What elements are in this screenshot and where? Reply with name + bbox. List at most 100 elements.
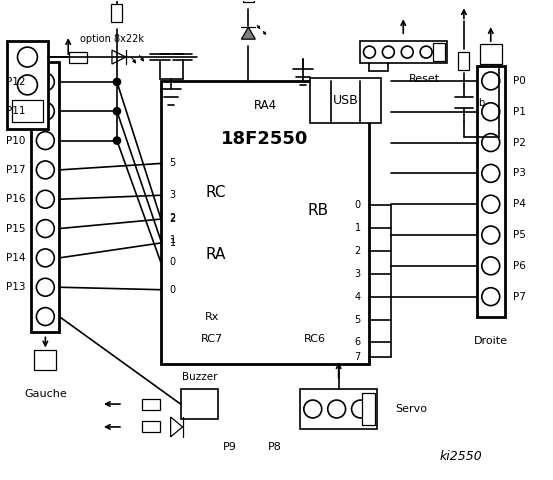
Circle shape: [18, 47, 38, 67]
Text: Droite: Droite: [474, 336, 508, 347]
Circle shape: [18, 75, 38, 95]
Text: ki2550: ki2550: [440, 450, 482, 463]
Text: 6: 6: [354, 337, 361, 348]
Circle shape: [482, 165, 500, 182]
Circle shape: [36, 308, 54, 325]
Bar: [310, 78, 382, 123]
Text: P5: P5: [513, 230, 525, 240]
Text: 3: 3: [354, 269, 361, 279]
Text: 1: 1: [170, 238, 176, 248]
Text: P4: P4: [513, 199, 525, 209]
Text: P2: P2: [513, 138, 525, 147]
Circle shape: [401, 46, 413, 58]
Bar: [12, 100, 43, 122]
Bar: [142, 421, 160, 432]
Circle shape: [482, 257, 500, 275]
Text: 18F2550: 18F2550: [221, 130, 309, 147]
Bar: [477, 66, 505, 316]
Circle shape: [328, 400, 346, 418]
Bar: [480, 44, 502, 64]
Circle shape: [36, 132, 54, 150]
Bar: [112, 4, 122, 22]
Bar: [34, 350, 56, 370]
Bar: [142, 398, 160, 409]
Bar: [458, 52, 469, 70]
Text: option 8x22k: option 8x22k: [80, 34, 144, 44]
Text: 2: 2: [169, 214, 176, 224]
Text: P11: P11: [6, 106, 25, 116]
Text: P6: P6: [513, 261, 525, 271]
Text: Servo: Servo: [395, 404, 427, 414]
Text: P7: P7: [513, 292, 525, 301]
Bar: [243, 0, 254, 2]
Circle shape: [363, 46, 375, 58]
Text: P16: P16: [6, 194, 25, 204]
Circle shape: [482, 133, 500, 152]
Text: P3: P3: [513, 168, 525, 179]
Text: 2: 2: [354, 246, 361, 256]
Text: 3: 3: [170, 190, 176, 200]
Bar: [433, 43, 445, 61]
Text: Buzzer: Buzzer: [182, 372, 217, 382]
Bar: [7, 41, 48, 129]
Circle shape: [113, 137, 121, 144]
Text: b: b: [478, 98, 484, 108]
Bar: [181, 389, 218, 419]
Circle shape: [420, 46, 432, 58]
Circle shape: [482, 103, 500, 120]
Text: 5: 5: [354, 314, 361, 324]
Text: RB: RB: [307, 203, 328, 217]
Text: P10: P10: [6, 135, 25, 145]
Text: P15: P15: [6, 224, 25, 234]
Circle shape: [113, 108, 121, 115]
Text: 1: 1: [354, 223, 361, 233]
Circle shape: [36, 190, 54, 208]
Circle shape: [113, 78, 121, 85]
Circle shape: [482, 288, 500, 306]
Circle shape: [36, 249, 54, 267]
Text: 7: 7: [354, 352, 361, 362]
Bar: [359, 41, 447, 63]
Text: P8: P8: [268, 442, 282, 452]
Bar: [69, 51, 87, 62]
Text: 1: 1: [170, 235, 176, 245]
Circle shape: [352, 400, 369, 418]
Text: Gauche: Gauche: [24, 389, 67, 399]
Text: P12: P12: [6, 77, 25, 87]
Text: RC: RC: [205, 185, 226, 200]
Circle shape: [36, 73, 54, 91]
Circle shape: [382, 46, 394, 58]
Bar: [32, 62, 59, 333]
Text: P14: P14: [6, 253, 25, 263]
Text: RC7: RC7: [201, 335, 223, 345]
Bar: [161, 81, 369, 364]
Text: Rx: Rx: [205, 312, 220, 322]
Text: RA: RA: [205, 247, 226, 263]
Circle shape: [482, 72, 500, 90]
Text: USB: USB: [333, 94, 358, 107]
Text: 2: 2: [169, 213, 176, 223]
Circle shape: [36, 220, 54, 238]
Circle shape: [36, 161, 54, 179]
Circle shape: [36, 278, 54, 296]
Text: P17: P17: [6, 165, 25, 175]
Text: 0: 0: [170, 285, 176, 295]
Circle shape: [482, 226, 500, 244]
Circle shape: [304, 400, 322, 418]
Circle shape: [36, 102, 54, 120]
Text: 0: 0: [170, 257, 176, 267]
Text: 5: 5: [169, 158, 176, 168]
Bar: [362, 393, 375, 425]
Bar: [300, 389, 377, 429]
Text: P1: P1: [513, 107, 525, 117]
Text: 4: 4: [354, 292, 361, 301]
Text: P9: P9: [223, 442, 237, 452]
Text: RA4: RA4: [253, 99, 276, 112]
Text: Reset: Reset: [409, 74, 440, 84]
Text: P13: P13: [6, 282, 25, 292]
Text: RC6: RC6: [304, 335, 326, 345]
Text: 0: 0: [354, 200, 361, 210]
Circle shape: [482, 195, 500, 213]
Polygon shape: [242, 27, 255, 39]
Text: P0: P0: [513, 76, 525, 86]
